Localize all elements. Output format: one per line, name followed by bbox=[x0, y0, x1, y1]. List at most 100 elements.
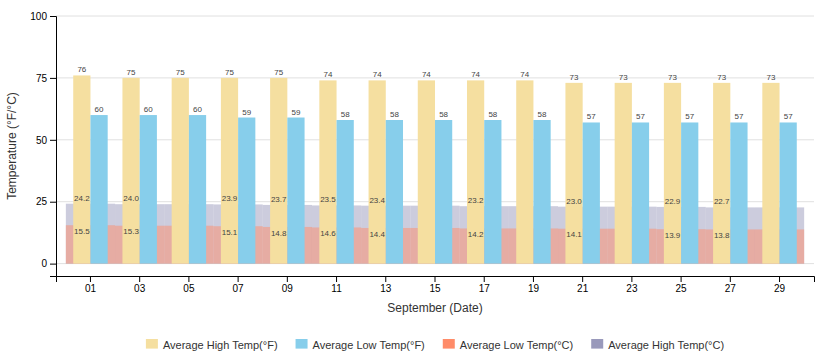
bar bbox=[369, 80, 386, 263]
bar bbox=[583, 122, 600, 263]
data-label: 74 bbox=[422, 70, 431, 79]
legend: Average High Temp(°F) Average Low Temp(°F… bbox=[146, 339, 724, 351]
data-label: 76 bbox=[77, 65, 86, 74]
tick-label: 11 bbox=[331, 283, 342, 294]
tick-label: 17 bbox=[479, 283, 491, 294]
tick-mark bbox=[582, 276, 583, 282]
tick-label: 25 bbox=[676, 283, 688, 294]
tick-label: 03 bbox=[134, 283, 146, 294]
bar bbox=[565, 83, 582, 264]
data-label: 57 bbox=[784, 112, 793, 121]
x-axis: 010305070911131517192123252729 bbox=[57, 276, 815, 294]
data-label: 75 bbox=[127, 68, 136, 77]
tick-mark bbox=[50, 140, 56, 141]
legend-swatch bbox=[443, 339, 455, 349]
data-label: 60 bbox=[95, 105, 104, 114]
tick-mark bbox=[238, 276, 239, 282]
tick: 23 bbox=[626, 276, 638, 294]
bar bbox=[713, 83, 730, 264]
data-label: 14.4 bbox=[369, 230, 385, 239]
legend-swatch bbox=[296, 339, 308, 349]
data-label: 13.8 bbox=[714, 231, 730, 240]
bar bbox=[172, 78, 189, 264]
tick-label: 25 bbox=[36, 196, 48, 207]
data-label: 23.2 bbox=[468, 196, 484, 205]
legend-swatch bbox=[591, 339, 603, 349]
data-label: 60 bbox=[144, 105, 153, 114]
tick: 05 bbox=[183, 276, 195, 294]
data-label: 14.2 bbox=[468, 230, 484, 239]
tick: 25 bbox=[36, 196, 56, 207]
tick-mark bbox=[533, 276, 534, 282]
data-label: 22.9 bbox=[665, 197, 681, 206]
tick: 25 bbox=[676, 276, 688, 294]
chart: 7675757575747474747473737373736060605959… bbox=[0, 0, 830, 362]
bar bbox=[467, 80, 484, 263]
data-label: 58 bbox=[538, 110, 547, 119]
tick-mark bbox=[779, 276, 780, 282]
data-label: 23.5 bbox=[320, 195, 336, 204]
bar bbox=[780, 122, 797, 263]
data-label: 14.8 bbox=[271, 229, 287, 238]
grid bbox=[56, 16, 814, 264]
data-label: 57 bbox=[734, 112, 743, 121]
tick-label: 21 bbox=[577, 283, 589, 294]
tick-label: 75 bbox=[36, 73, 48, 84]
axis-line bbox=[50, 17, 57, 277]
data-label: 60 bbox=[193, 105, 202, 114]
data-label: 58 bbox=[390, 110, 399, 119]
data-label: 59 bbox=[291, 108, 300, 117]
bar bbox=[386, 120, 403, 264]
data-label: 74 bbox=[471, 70, 480, 79]
legend-item: Average Low Temp(°C) bbox=[443, 339, 573, 351]
tick: 75 bbox=[36, 73, 56, 84]
tick-label: 15 bbox=[429, 283, 441, 294]
bar bbox=[319, 80, 336, 263]
bar bbox=[337, 120, 354, 264]
data-label: 73 bbox=[570, 73, 579, 82]
tick: 19 bbox=[528, 276, 540, 294]
tick: 09 bbox=[282, 276, 294, 294]
data-label: 74 bbox=[520, 70, 529, 79]
data-label: 73 bbox=[619, 73, 628, 82]
tick: 50 bbox=[36, 135, 56, 146]
legend-label: Average Low Temp(°F) bbox=[313, 339, 425, 351]
bar bbox=[90, 115, 107, 264]
tick-mark bbox=[336, 276, 337, 282]
bar bbox=[122, 78, 139, 264]
bar bbox=[615, 83, 632, 264]
tick-label: 100 bbox=[30, 11, 47, 22]
legend-item: Average High Temp(°F) bbox=[146, 339, 278, 351]
data-label: 23.0 bbox=[566, 197, 582, 206]
tick-mark bbox=[730, 276, 731, 282]
tick-label: 01 bbox=[85, 283, 97, 294]
tick: 21 bbox=[577, 276, 589, 294]
bar bbox=[287, 118, 304, 264]
tick-label: 29 bbox=[774, 283, 786, 294]
data-label: 73 bbox=[766, 73, 775, 82]
data-label: 75 bbox=[225, 68, 234, 77]
bar bbox=[762, 83, 779, 264]
data-label: 22.7 bbox=[714, 197, 730, 206]
data-label: 57 bbox=[685, 112, 694, 121]
tick-label: 50 bbox=[36, 135, 48, 146]
bar bbox=[533, 120, 550, 264]
data-label: 75 bbox=[274, 68, 283, 77]
tick-mark bbox=[484, 276, 485, 282]
data-label: 58 bbox=[488, 110, 497, 119]
bar bbox=[140, 115, 157, 264]
tick-mark bbox=[287, 276, 288, 282]
bar bbox=[435, 120, 452, 264]
tick: 0 bbox=[41, 258, 56, 269]
plot: 7675757575747474747473737373736060605959… bbox=[5, 11, 815, 315]
tick-label: 27 bbox=[725, 283, 737, 294]
tick-label: 05 bbox=[183, 283, 195, 294]
bar bbox=[221, 78, 238, 264]
tick: 01 bbox=[85, 276, 97, 294]
bar bbox=[730, 122, 747, 263]
tick: 03 bbox=[134, 276, 146, 294]
data-label: 15.3 bbox=[123, 227, 139, 236]
tick: 29 bbox=[774, 276, 786, 294]
marks bbox=[66, 75, 804, 263]
bar bbox=[632, 122, 649, 263]
